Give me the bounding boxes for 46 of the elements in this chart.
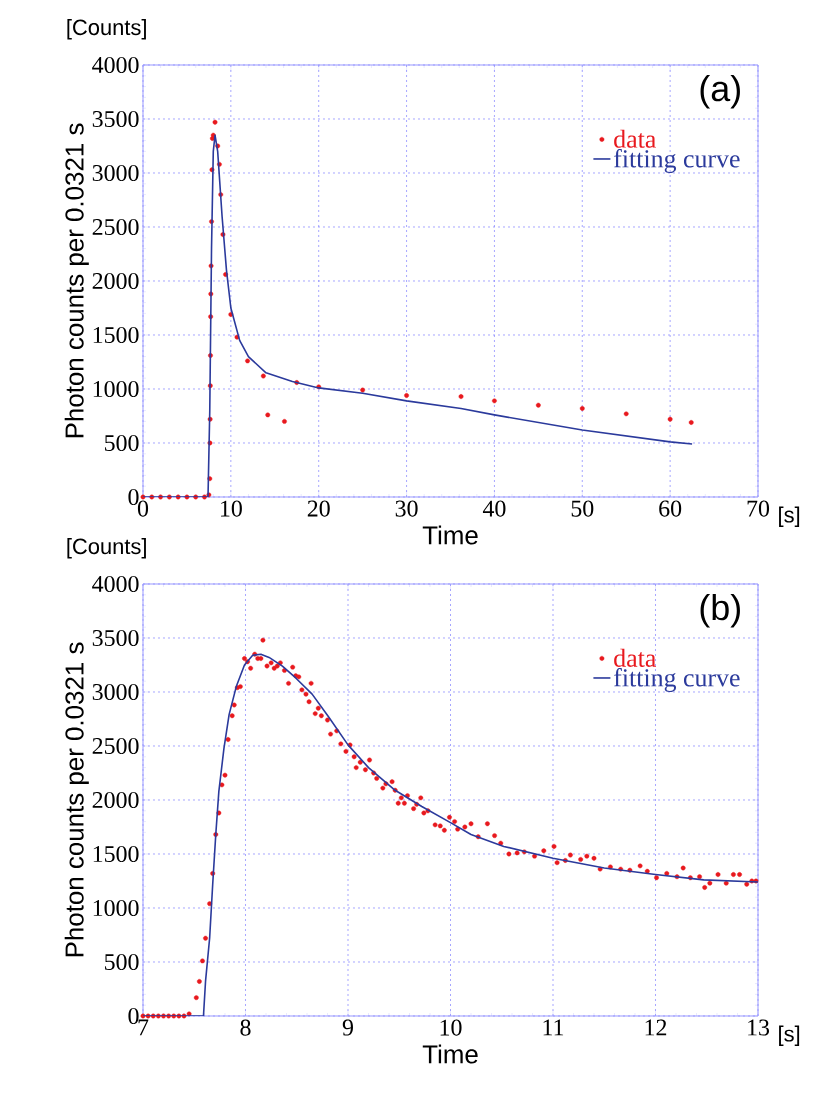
x-tick-label: 60 bbox=[659, 500, 682, 517]
x-tick-label: 11 bbox=[543, 1019, 564, 1036]
y-tick-label: 3000 bbox=[92, 164, 139, 182]
y-tick-label: 2500 bbox=[92, 737, 139, 755]
x-tick-label: 70 bbox=[747, 500, 770, 517]
text: [Counts] bbox=[67, 19, 146, 40]
y-tick-label: 0 bbox=[128, 488, 139, 506]
text: [Counts] bbox=[67, 538, 146, 559]
legend-label: fitting curve bbox=[614, 668, 740, 692]
x-tick-label: 9 bbox=[342, 1019, 353, 1036]
text: [s] bbox=[779, 1025, 800, 1046]
x-axis-title: Time bbox=[422, 525, 478, 545]
y-tick-label: 1000 bbox=[93, 899, 139, 917]
legend-label: data bbox=[614, 129, 656, 148]
y-tick-label: 4000 bbox=[92, 56, 139, 74]
legend-label: fitting curve bbox=[613, 149, 740, 173]
y-tick-label: 1500 bbox=[93, 326, 139, 344]
y-tick-label: 2000 bbox=[92, 791, 139, 809]
x-tick-label: 10 bbox=[440, 1019, 462, 1036]
x-tick-label: 7 bbox=[138, 1019, 149, 1036]
x-tick-label: 10 bbox=[220, 500, 242, 517]
x-axis-title: Time bbox=[422, 1044, 478, 1064]
y-tick-label: 3500 bbox=[92, 110, 139, 128]
y-tick-label: 2500 bbox=[92, 218, 139, 236]
x-tick-label: 30 bbox=[395, 500, 418, 517]
annotation: (b) bbox=[700, 593, 740, 628]
y-tick-label: 1000 bbox=[93, 380, 139, 398]
y-tick-label: 0 bbox=[128, 1007, 139, 1025]
x-tick-label: 12 bbox=[645, 1019, 667, 1036]
x-tick-label: 20 bbox=[307, 500, 330, 517]
y-tick-label: 3500 bbox=[92, 629, 139, 647]
y-tick-label: 1500 bbox=[93, 845, 139, 863]
y-axis-title: Photon counts per 0.0321 s bbox=[64, 642, 89, 957]
x-tick-label: 8 bbox=[240, 1019, 251, 1036]
x-tick-label: 40 bbox=[482, 500, 506, 517]
x-tick-label: 50 bbox=[571, 500, 594, 517]
x-tick-label: 13 bbox=[748, 1019, 770, 1036]
annotation: (a) bbox=[700, 74, 740, 109]
y-tick-label: 500 bbox=[105, 953, 139, 971]
y-tick-label: 500 bbox=[105, 434, 139, 452]
y-axis-title: Photon counts per 0.0321 s bbox=[64, 123, 89, 438]
y-tick-label: 3000 bbox=[92, 683, 139, 701]
y-tick-label: 2000 bbox=[92, 272, 139, 290]
legend-label: data bbox=[614, 648, 656, 667]
y-tick-label: 4000 bbox=[92, 575, 139, 593]
text: [s] bbox=[779, 506, 800, 527]
